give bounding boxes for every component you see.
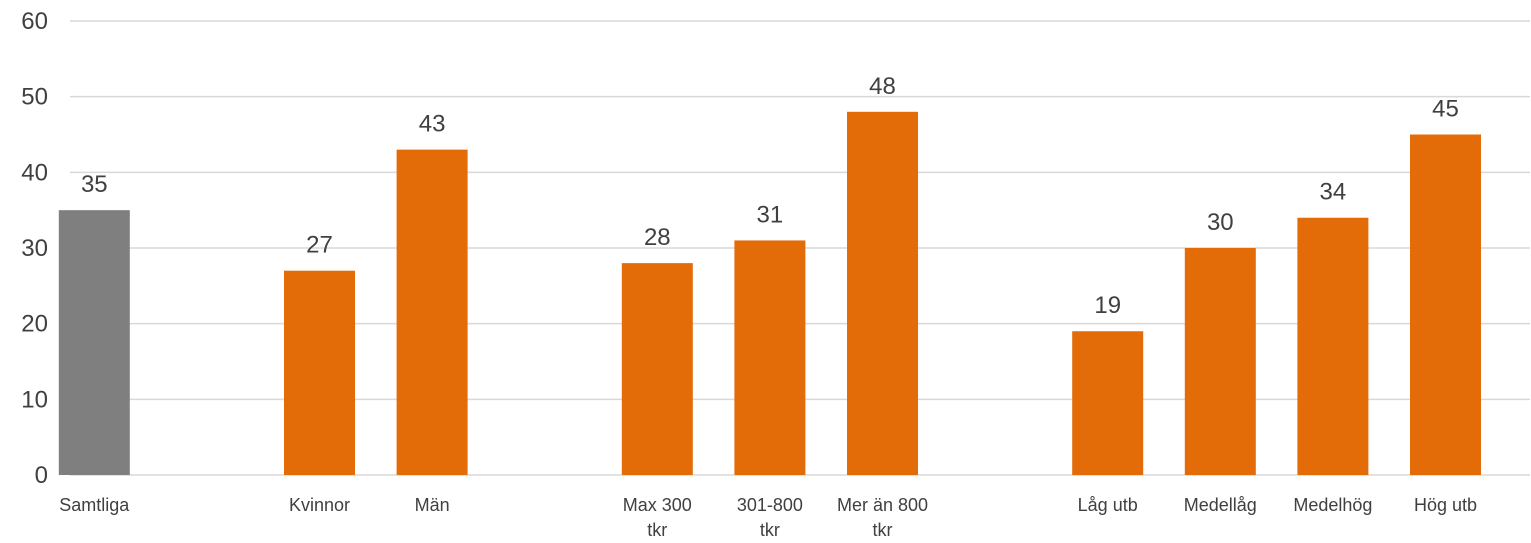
bar [734, 240, 806, 475]
data-label: 19 [1094, 292, 1121, 319]
data-label: 31 [757, 201, 784, 228]
y-tick-label: 20 [21, 311, 48, 338]
data-label: 27 [306, 232, 333, 259]
x-tick-label: 301-800 [737, 495, 803, 515]
data-label: 34 [1320, 179, 1347, 206]
x-tick-label: Samtliga [59, 495, 130, 515]
x-tick-label: tkr [760, 520, 780, 540]
y-tick-label: 0 [35, 462, 48, 489]
bar [847, 111, 918, 476]
bar [58, 210, 130, 475]
y-tick-label: 10 [21, 386, 48, 413]
bar [1410, 134, 1481, 475]
x-tick-label: Kvinnor [289, 495, 350, 515]
x-tick-label: Medellåg [1184, 495, 1257, 515]
x-tick-label: Max 300 [623, 495, 692, 515]
x-tick-label: Hög utb [1414, 495, 1477, 515]
data-label: 48 [869, 73, 896, 100]
data-labels: 35 27 43 28 31 48 19 30 34 45 [81, 73, 1459, 319]
x-tick-label: tkr [647, 520, 667, 540]
x-tick-label: Mer än 800 [837, 495, 928, 515]
x-tick-label: Medelhög [1293, 495, 1372, 515]
bar [396, 149, 468, 475]
bar [1184, 248, 1256, 475]
y-tick-label: 60 [21, 8, 48, 35]
x-tick-label: Män [415, 495, 450, 515]
bar [284, 270, 355, 475]
bar [1072, 331, 1144, 475]
x-tick-label: Låg utb [1078, 495, 1138, 515]
y-axis: 0 10 20 30 40 50 60 [21, 8, 48, 489]
data-label: 43 [419, 111, 446, 138]
y-tick-label: 40 [21, 159, 48, 186]
data-label: 35 [81, 171, 108, 198]
data-label: 28 [644, 224, 671, 251]
y-tick-label: 50 [21, 84, 48, 111]
data-label: 30 [1207, 209, 1234, 236]
bars [58, 111, 1481, 476]
y-tick-label: 30 [21, 235, 48, 262]
bar [621, 263, 693, 475]
x-axis: Samtliga Kvinnor Män Max 300 tkr 301-800 tkr Me… [59, 495, 1477, 540]
bar [1297, 217, 1369, 475]
x-tick-label: tkr [873, 520, 893, 540]
data-label: 45 [1432, 96, 1459, 123]
